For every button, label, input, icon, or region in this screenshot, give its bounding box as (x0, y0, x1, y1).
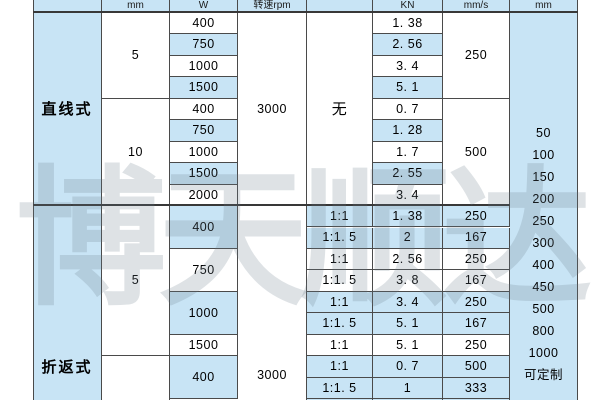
speed-cell: 250 (443, 248, 510, 271)
stroke-range-list: 50 100 150 200 250 300 400 450 500 800 1000 可定制 (510, 122, 577, 386)
speed-cell: 167 (443, 227, 510, 249)
force-cell: 1. 38 (373, 13, 443, 35)
section-divider (33, 204, 510, 206)
speed-cell: 250 (443, 13, 510, 99)
speed-cell: 333 (443, 377, 510, 400)
type-cell-straight: 直线式 (33, 13, 102, 206)
force-cell: 3. 8 (373, 270, 443, 292)
stroke-item: 400 (532, 258, 555, 272)
ratio-cell: 1:1. 5 (307, 377, 373, 400)
power-cell: 400 (170, 98, 238, 121)
stroke-item: 450 (532, 280, 555, 294)
stroke-item: 1000 (528, 346, 559, 360)
power-cell: 750 (170, 34, 238, 56)
stroke-range-cell: 50 100 150 200 250 300 400 450 500 800 1000 可定制 (510, 13, 578, 400)
force-cell: 0. 7 (373, 356, 443, 378)
stroke-item: 500 (532, 302, 555, 316)
stroke-item: 100 (532, 148, 555, 162)
power-cell: 2000 (170, 184, 238, 207)
ratio-cell: 1:1 (307, 356, 373, 378)
ratio-cell: 1:1 (307, 291, 373, 314)
power-cell: 750 (170, 248, 238, 292)
stroke-item: 250 (532, 214, 555, 228)
ratio-cell-straight: 无 (307, 13, 373, 206)
stroke-item: 可定制 (523, 368, 563, 382)
power-cell: 1500 (170, 77, 238, 99)
lead-cell: 10 (102, 98, 170, 207)
force-cell: 5. 1 (373, 313, 443, 335)
force-cell: 2 (373, 227, 443, 249)
speed-cell: 250 (443, 291, 510, 314)
power-cell: 400 (170, 356, 238, 400)
power-cell: 1000 (170, 291, 238, 335)
power-cell: 400 (170, 206, 238, 249)
speed-cell: 500 (443, 356, 510, 378)
stroke-item: 300 (532, 236, 555, 250)
force-cell: 1. 38 (373, 206, 443, 228)
rpm-cell-straight: 3000 (238, 13, 307, 206)
stroke-item: 150 (532, 170, 555, 184)
ratio-cell: 1:1. 5 (307, 227, 373, 249)
force-cell: 5. 1 (373, 77, 443, 99)
power-cell: 750 (170, 120, 238, 142)
type-cell-foldback-label: 折返式 (41, 359, 93, 376)
force-cell: 3. 4 (373, 291, 443, 314)
force-cell: 1. 28 (373, 120, 443, 142)
header-divider (33, 11, 578, 13)
speed-cell: 250 (443, 206, 510, 228)
force-cell: 2. 55 (373, 163, 443, 185)
power-cell: 1000 (170, 141, 238, 164)
force-cell: 2. 56 (373, 248, 443, 271)
power-cell: 1500 (170, 163, 238, 185)
ratio-cell: 1:1. 5 (307, 270, 373, 292)
force-cell: 5. 1 (373, 334, 443, 357)
stroke-item: 200 (532, 192, 555, 206)
speed-cell: 167 (443, 270, 510, 292)
speed-cell: 167 (443, 313, 510, 335)
force-cell: 1. 7 (373, 141, 443, 164)
force-cell: 3. 4 (373, 55, 443, 78)
force-cell: 1 (373, 377, 443, 400)
ratio-cell: 1:1 (307, 206, 373, 228)
force-cell: 2. 56 (373, 34, 443, 56)
stroke-item: 800 (532, 324, 555, 338)
lead-cell: 5 (102, 13, 170, 99)
speed-cell: 500 (443, 98, 510, 207)
lead-cell: 5 (102, 206, 170, 357)
power-cell: 400 (170, 13, 238, 35)
rpm-cell-foldback-label: 3000 (257, 368, 287, 382)
lead-cell (102, 356, 170, 400)
ratio-cell: 1:1. 5 (307, 313, 373, 335)
ratio-cell: 1:1 (307, 334, 373, 357)
rpm-cell-foldback: 3000 (238, 206, 307, 400)
force-cell: 3. 4 (373, 184, 443, 207)
power-cell: 1000 (170, 55, 238, 78)
ratio-cell: 1:1 (307, 248, 373, 271)
table-left-border (33, 0, 34, 400)
type-cell-foldback: 折返式 (33, 206, 102, 400)
power-cell: 1500 (170, 334, 238, 357)
speed-cell: 250 (443, 334, 510, 357)
force-cell: 0. 7 (373, 98, 443, 121)
stroke-item: 50 (536, 126, 551, 140)
